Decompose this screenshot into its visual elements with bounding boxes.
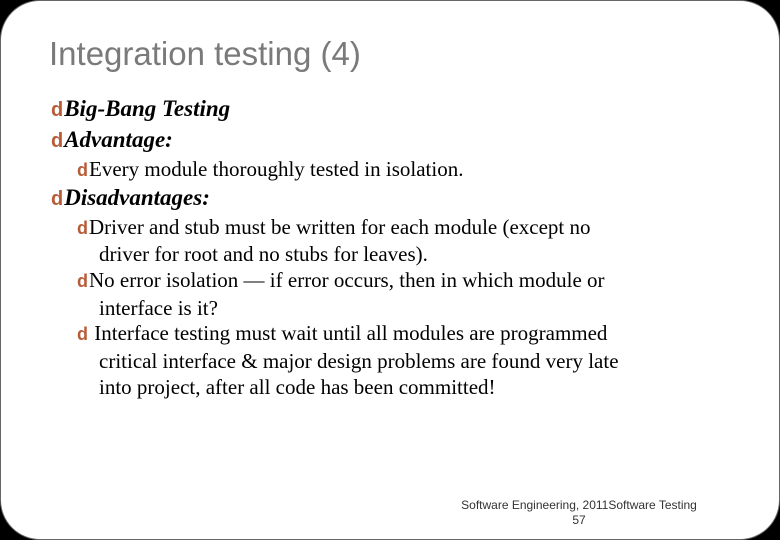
bullet-dis-2: dNo error isolation — if error occurs, t… [77, 268, 731, 294]
bullet-text: Disadvantages: [64, 185, 210, 210]
bullet-text: No error isolation — if error occurs, th… [89, 268, 605, 292]
bullet-icon: d [51, 130, 62, 152]
bullet-dis-1: dDriver and stub must be written for eac… [77, 215, 731, 241]
bullet-advantage: dAdvantage: [51, 126, 731, 155]
bullet-adv-1: dEvery module thoroughly tested in isola… [77, 157, 731, 183]
slide-frame: Integration testing (4) dBig-Bang Testin… [0, 0, 780, 540]
slide-title: Integration testing (4) [49, 35, 731, 73]
bullet-bigbang: dBig-Bang Testing [51, 95, 731, 124]
bullet-text: Driver and stub must be written for each… [89, 215, 591, 239]
bullet-icon: d [77, 218, 87, 238]
bullet-text: Advantage: [64, 127, 173, 152]
bullet-dis-2-cont: interface is it? [99, 296, 731, 322]
footer-page-number: 57 [449, 513, 709, 527]
bullet-dis-3-cont2: into project, after all code has been co… [99, 375, 731, 401]
bullet-dis-1-cont: driver for root and no stubs for leaves)… [99, 242, 731, 268]
slide-footer: Software Engineering, 2011Software Testi… [449, 498, 709, 527]
bullet-text: Interface testing must wait until all mo… [89, 321, 607, 345]
bullet-text: Big-Bang Testing [64, 96, 230, 121]
bullet-icon: d [51, 188, 62, 210]
footer-line1: Software Engineering, 2011Software Testi… [449, 498, 709, 512]
bullet-text: Every module thoroughly tested in isolat… [89, 157, 463, 181]
bullet-disadvantages: dDisadvantages: [51, 184, 731, 213]
bullet-icon: d [51, 99, 62, 121]
bullet-icon: d [77, 324, 87, 344]
bullet-icon: d [77, 160, 87, 180]
bullet-icon: d [77, 271, 87, 291]
bullet-dis-3-cont1: critical interface & major design proble… [99, 349, 731, 375]
bullet-dis-3: d Interface testing must wait until all … [77, 321, 731, 347]
